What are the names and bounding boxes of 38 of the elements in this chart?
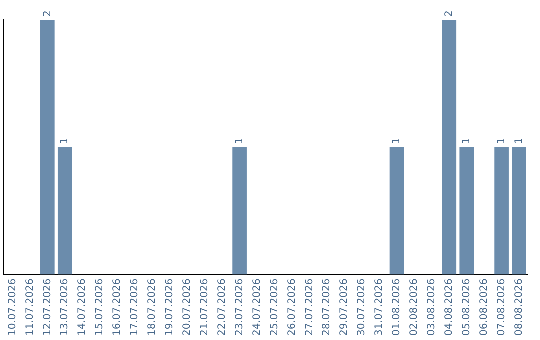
- x-tick-label: 31.07.2026: [374, 278, 386, 336]
- data-label: 2: [42, 10, 54, 17]
- x-tick-label: 12.07.2026: [42, 278, 54, 336]
- x-tick-label: 28.07.2026: [322, 278, 333, 336]
- x-tick-label: 01.08.2026: [392, 278, 403, 336]
- data-label: 2: [444, 10, 455, 17]
- x-tick-label: 25.07.2026: [269, 278, 280, 336]
- x-tick-label: 27.07.2026: [304, 278, 316, 336]
- x-tick-label: 21.07.2026: [199, 278, 210, 336]
- x-tick-label: 16.07.2026: [112, 278, 124, 336]
- x-tick-label: 29.07.2026: [339, 278, 350, 336]
- data-label: 1: [496, 138, 508, 144]
- x-tick-label: 03.08.2026: [426, 278, 438, 336]
- x-tick-label: 15.07.2026: [94, 278, 106, 336]
- x-tick-label: 18.07.2026: [147, 278, 158, 336]
- x-tick-label: 24.07.2026: [252, 278, 263, 336]
- x-tick-label: 08.08.2026: [514, 278, 525, 336]
- x-tick-label: 19.07.2026: [164, 278, 176, 336]
- data-label: 1: [514, 138, 525, 144]
- x-tick-label: 26.07.2026: [286, 278, 298, 336]
- x-tick-label: 22.07.2026: [216, 278, 228, 336]
- data-label: 1: [461, 138, 472, 144]
- x-tick-label: 10.07.2026: [7, 278, 18, 336]
- x-tick-label: 05.08.2026: [461, 278, 472, 336]
- x-tick-label: 07.08.2026: [496, 278, 508, 336]
- x-tick-label: 06.08.2026: [478, 278, 490, 336]
- x-tick-label: 23.07.2026: [234, 278, 246, 336]
- x-tick-label: 04.08.2026: [444, 278, 455, 336]
- data-label: 1: [392, 138, 403, 144]
- x-tick-label: 13.07.2026: [60, 278, 71, 336]
- x-tick-label: 11.07.2026: [24, 278, 36, 336]
- x-tick-label: 02.08.2026: [409, 278, 420, 336]
- data-label: 1: [234, 138, 246, 144]
- x-tick-label: 14.07.2026: [77, 278, 88, 336]
- x-tick-label: 17.07.2026: [130, 278, 141, 336]
- x-tick-label: 30.07.2026: [356, 278, 368, 336]
- x-tick-label: 20.07.2026: [182, 278, 193, 336]
- data-label: 1: [60, 138, 71, 144]
